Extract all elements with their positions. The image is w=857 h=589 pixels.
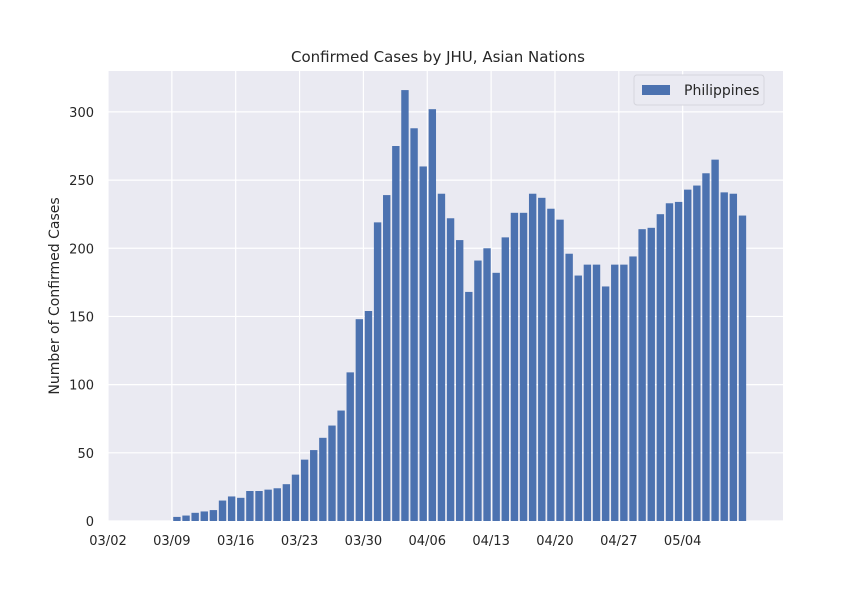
bar — [492, 272, 500, 521]
bar — [410, 128, 418, 522]
bar — [574, 275, 582, 521]
bar — [611, 264, 619, 521]
bar — [419, 166, 427, 522]
bar — [346, 372, 354, 521]
bar — [401, 90, 409, 521]
bar — [328, 425, 336, 521]
bar — [227, 496, 236, 521]
bar — [620, 264, 628, 521]
bar — [601, 286, 610, 521]
bar — [583, 264, 592, 521]
y-tick-label: 300 — [69, 106, 94, 121]
bar — [674, 201, 683, 521]
bar — [547, 208, 555, 521]
bar — [173, 516, 181, 521]
x-tick-label: 03/02 — [89, 534, 126, 549]
chart-title: Confirmed Cases by JHU, Asian Nations — [291, 48, 585, 66]
bar — [373, 222, 382, 521]
x-tick-label: 04/06 — [409, 534, 446, 549]
bar — [355, 319, 364, 521]
bar — [565, 253, 573, 521]
plot-area: 0 50 100 150 200 250 300 03/02 03/09 03/16 03/23 03… — [69, 71, 783, 549]
x-tick-label: 03/09 — [153, 534, 190, 549]
bar — [519, 212, 528, 521]
bar — [383, 195, 391, 521]
bar — [592, 264, 601, 521]
bar — [501, 237, 509, 521]
bar — [364, 311, 373, 521]
y-axis-label: Number of Confirmed Cases — [47, 197, 63, 394]
bar — [218, 500, 227, 521]
x-tick-label: 04/20 — [536, 534, 573, 549]
bar — [310, 450, 318, 521]
y-tick-label: 200 — [69, 242, 94, 257]
x-tick-label: 04/27 — [600, 534, 637, 549]
legend-box — [633, 74, 765, 106]
bar — [392, 146, 400, 521]
x-tick-label: 04/13 — [472, 534, 509, 549]
bar — [538, 197, 546, 521]
bar — [200, 511, 208, 521]
legend-label-philippines: Philippines — [684, 83, 759, 99]
bar — [729, 193, 738, 521]
bar — [474, 260, 482, 521]
bar — [282, 484, 291, 521]
bar — [465, 291, 473, 521]
bar — [264, 489, 272, 521]
bar — [246, 491, 254, 521]
bar — [528, 193, 537, 521]
bar — [291, 474, 300, 521]
bar — [319, 437, 327, 521]
y-tick-label: 50 — [77, 447, 94, 462]
bar — [273, 488, 281, 521]
bar — [182, 515, 190, 521]
bar — [656, 214, 665, 521]
bar — [437, 193, 446, 521]
bar — [300, 459, 309, 521]
bar — [711, 159, 719, 522]
x-tick-label: 03/16 — [217, 534, 254, 549]
legend-swatch-philippines — [642, 85, 670, 95]
y-tick-label: 100 — [69, 379, 94, 394]
bar — [702, 173, 710, 522]
bar — [455, 240, 464, 521]
bar — [483, 248, 491, 522]
x-tick-label: 03/23 — [281, 534, 318, 549]
bar — [255, 491, 263, 521]
legend: Philippines — [633, 74, 765, 106]
bar — [684, 189, 692, 522]
y-tick-label: 0 — [86, 515, 94, 530]
bar — [738, 215, 747, 521]
bar — [237, 497, 245, 521]
x-tick-label: 03/30 — [345, 534, 382, 549]
bar — [720, 192, 728, 521]
bar — [556, 219, 564, 522]
bar — [191, 512, 199, 521]
bar — [693, 185, 701, 521]
y-tick-label: 250 — [69, 174, 94, 189]
x-tick-label: 05/04 — [664, 534, 701, 549]
bar — [337, 410, 345, 521]
bar — [638, 229, 646, 521]
bar — [446, 218, 455, 522]
y-tick-label: 150 — [69, 310, 94, 325]
bar — [629, 256, 637, 521]
bar — [428, 109, 437, 521]
bar — [665, 203, 674, 522]
bar — [647, 227, 655, 521]
bar — [209, 510, 218, 521]
bar — [510, 212, 519, 521]
